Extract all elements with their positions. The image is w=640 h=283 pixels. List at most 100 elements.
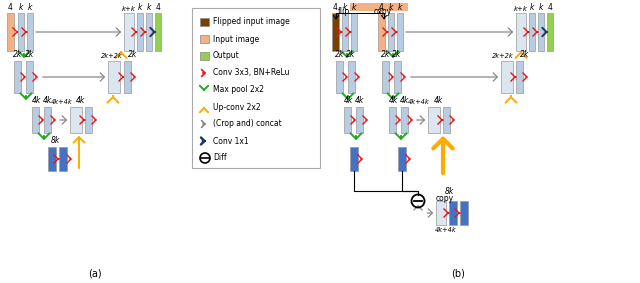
Bar <box>342 13 348 51</box>
Bar <box>350 147 358 171</box>
Bar <box>137 13 143 51</box>
Bar <box>344 107 351 133</box>
Text: k: k <box>19 3 23 12</box>
Bar <box>516 13 526 51</box>
Text: 4: 4 <box>379 3 383 12</box>
Bar <box>32 107 39 133</box>
Bar <box>48 147 56 171</box>
Bar <box>443 107 450 133</box>
Bar <box>59 147 67 171</box>
Text: k: k <box>530 3 534 12</box>
Bar <box>350 3 408 11</box>
Bar <box>397 13 403 51</box>
Text: k: k <box>343 3 347 12</box>
Bar <box>70 107 82 133</box>
Bar <box>382 61 389 93</box>
Text: Up-conv 2x2: Up-conv 2x2 <box>213 102 260 112</box>
Bar <box>7 13 14 51</box>
Text: 8k: 8k <box>51 136 60 145</box>
Bar <box>449 201 457 225</box>
Text: Input image: Input image <box>213 35 259 44</box>
Text: copy: copy <box>436 194 454 203</box>
Bar <box>336 61 343 93</box>
Text: 4: 4 <box>548 3 552 12</box>
Bar <box>85 107 92 133</box>
Text: copy: copy <box>374 7 392 16</box>
Bar <box>124 13 134 51</box>
Text: 4k: 4k <box>42 96 52 105</box>
Bar <box>26 61 33 93</box>
Bar <box>124 61 131 93</box>
Bar <box>351 13 357 51</box>
Bar <box>388 13 394 51</box>
Text: k+k: k+k <box>514 6 528 12</box>
Bar <box>44 107 51 133</box>
Text: k: k <box>398 3 402 12</box>
Text: 8k: 8k <box>444 187 454 196</box>
Bar <box>332 13 339 51</box>
Text: k: k <box>28 3 32 12</box>
Bar <box>389 107 396 133</box>
Text: 2k: 2k <box>335 50 344 59</box>
Text: 4: 4 <box>156 3 161 12</box>
Text: 4k: 4k <box>433 96 443 105</box>
Text: 4k: 4k <box>355 96 364 105</box>
Text: flip: flip <box>338 7 350 16</box>
Bar <box>192 8 320 168</box>
Text: 2k: 2k <box>346 50 356 59</box>
Text: 4k: 4k <box>76 96 84 105</box>
Text: k: k <box>539 3 543 12</box>
Bar <box>27 13 33 51</box>
Text: 2k: 2k <box>13 50 22 59</box>
Text: 2k: 2k <box>520 50 530 59</box>
Text: 4k: 4k <box>399 96 408 105</box>
Bar <box>529 13 535 51</box>
Bar <box>348 61 355 93</box>
Text: 2k: 2k <box>392 50 402 59</box>
Bar <box>200 52 209 60</box>
Text: 4k+4k: 4k+4k <box>435 227 457 233</box>
Text: 4k: 4k <box>344 96 353 105</box>
Text: (a): (a) <box>88 268 102 278</box>
Bar <box>200 18 209 26</box>
Bar <box>538 13 544 51</box>
Bar <box>18 13 24 51</box>
Bar <box>378 13 385 51</box>
Bar <box>428 107 440 133</box>
Text: 4k: 4k <box>388 96 397 105</box>
Text: Conv 1x1: Conv 1x1 <box>213 136 248 145</box>
Text: Max pool 2x2: Max pool 2x2 <box>213 85 264 95</box>
Text: (b): (b) <box>451 268 465 278</box>
Text: Flipped input image: Flipped input image <box>213 18 290 27</box>
Text: k: k <box>138 3 142 12</box>
Bar <box>547 13 553 51</box>
Text: k+k: k+k <box>122 6 136 12</box>
Text: (Crop and) concat: (Crop and) concat <box>213 119 282 128</box>
Text: 4k+4k: 4k+4k <box>408 99 430 105</box>
Text: 4k: 4k <box>31 96 40 105</box>
Text: k: k <box>147 3 151 12</box>
Bar <box>501 61 513 93</box>
Bar <box>394 61 401 93</box>
Text: 2k+2k: 2k+2k <box>101 53 123 59</box>
Bar <box>146 13 152 51</box>
Bar <box>356 107 363 133</box>
Text: Diff: Diff <box>213 153 227 162</box>
Text: 4: 4 <box>333 3 337 12</box>
Text: 4: 4 <box>8 3 12 12</box>
Text: 4k+4k: 4k+4k <box>51 99 73 105</box>
Bar <box>436 201 446 225</box>
Bar <box>516 61 523 93</box>
Text: k: k <box>352 3 356 12</box>
Bar <box>155 13 161 51</box>
Text: Output: Output <box>213 52 240 61</box>
Bar <box>460 201 468 225</box>
Text: 2k: 2k <box>129 50 138 59</box>
Bar <box>200 35 209 43</box>
Text: 2k: 2k <box>26 50 35 59</box>
Text: 2k: 2k <box>381 50 390 59</box>
Bar <box>14 61 21 93</box>
Bar <box>108 61 120 93</box>
Text: 2k+2k: 2k+2k <box>492 53 514 59</box>
Bar <box>401 107 408 133</box>
